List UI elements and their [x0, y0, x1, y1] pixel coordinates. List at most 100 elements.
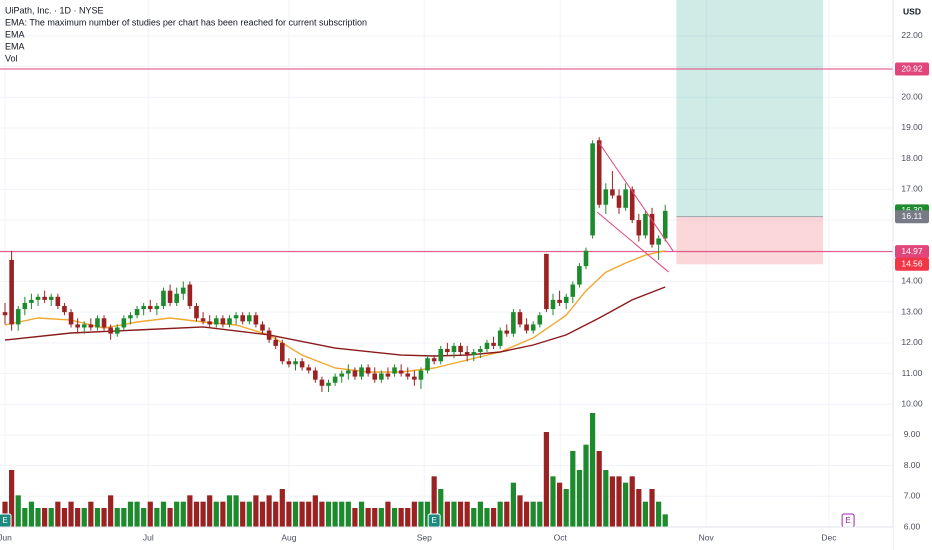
volume-bar — [180, 501, 186, 527]
volume-bar — [332, 501, 338, 527]
legend-entry: EMA — [5, 29, 25, 39]
price-tag — [895, 210, 929, 224]
candle-body — [471, 352, 477, 356]
volume-bar — [444, 501, 450, 527]
price-tag-label: 16.11 — [902, 211, 923, 221]
volume-bar — [246, 501, 252, 527]
candle-body — [451, 345, 457, 353]
chart-title: UiPath, Inc. · 1D · NYSE — [5, 5, 104, 15]
volume-bar — [339, 501, 345, 527]
volume-bar — [28, 501, 35, 527]
candle-body — [200, 318, 206, 322]
y-tick-label: 7.00 — [904, 491, 921, 501]
candle-body — [458, 345, 463, 353]
candle-body — [530, 324, 536, 331]
candle-body — [359, 367, 364, 377]
volume-bar — [484, 508, 490, 527]
volume-bar — [603, 470, 609, 527]
volume-bar — [649, 489, 655, 527]
legend-entry: EMA — [5, 41, 25, 51]
volume-bar — [226, 495, 233, 527]
candle-body — [649, 213, 655, 245]
candle-body — [537, 315, 543, 325]
volume-bar — [213, 501, 219, 527]
volume-bar — [358, 501, 365, 527]
candle-body — [491, 342, 496, 346]
volume-bar — [121, 508, 127, 527]
candle-body — [101, 318, 107, 328]
candle-body — [405, 373, 411, 377]
price-tag-label: 20.92 — [901, 63, 923, 73]
candle-body — [385, 373, 391, 377]
volume-bar — [418, 501, 424, 527]
y-tick-label: 18.00 — [901, 153, 923, 163]
candle-body — [273, 339, 279, 346]
volume-bar — [616, 476, 622, 527]
volume-bar — [319, 501, 325, 527]
notice: EMA: The maximum number of studies per c… — [5, 17, 367, 27]
candle-body — [313, 370, 318, 380]
candle-body — [280, 342, 285, 362]
volume-bar — [576, 470, 583, 527]
candle-body — [610, 189, 615, 196]
candle-body — [629, 189, 635, 221]
volume-bar — [114, 508, 120, 527]
volume-bar — [662, 514, 668, 527]
candle-body — [524, 324, 529, 331]
candle-body — [68, 312, 74, 325]
price-tag — [895, 257, 929, 271]
candle-body — [128, 315, 133, 319]
price-tag — [895, 245, 929, 259]
volume-bar — [193, 501, 200, 527]
price-tag-label: 16.30 — [901, 205, 923, 215]
volume-bar — [504, 501, 510, 527]
candle-body — [88, 324, 94, 328]
candle-body — [352, 370, 358, 377]
y-tick-label: 14.00 — [901, 276, 923, 286]
candle-body — [213, 318, 219, 325]
y-tick-label: 10.00 — [901, 398, 923, 408]
candle-body — [563, 296, 569, 303]
volume-bar — [55, 501, 61, 527]
x-tick-label: Jul — [143, 532, 154, 542]
volume-bar — [583, 444, 589, 527]
candle-body — [517, 312, 523, 325]
y-tick-label: 9.00 — [904, 429, 921, 439]
volume-bar — [273, 501, 279, 527]
volume-bar — [286, 501, 292, 527]
volume-bar — [160, 501, 167, 527]
candle-body — [550, 299, 556, 310]
stop-zone — [676, 216, 824, 265]
candle-body — [497, 330, 503, 346]
volume-bar — [550, 476, 556, 527]
candle-body — [207, 321, 212, 325]
volume-bar — [101, 508, 107, 527]
candle-body — [596, 140, 602, 205]
candle-body — [577, 266, 582, 285]
volume-bar — [642, 501, 649, 527]
candle-body — [55, 296, 61, 307]
candle-body — [438, 348, 444, 362]
candle-body — [346, 370, 351, 374]
volume-bar — [81, 508, 87, 527]
volume-bar — [187, 495, 193, 527]
volume-bar — [88, 501, 94, 527]
candle-body — [339, 373, 345, 377]
volume-bar — [141, 508, 147, 527]
volume-bar — [94, 508, 101, 527]
volume-bar — [411, 501, 417, 527]
volume-bar — [398, 508, 404, 527]
candle-body — [180, 287, 186, 294]
volume-bar — [385, 501, 391, 527]
y-tick-label: 12.00 — [901, 337, 923, 347]
candle-body — [246, 315, 252, 322]
volume-bar — [42, 508, 48, 527]
volume-bar — [510, 482, 516, 527]
candle-body — [48, 296, 54, 300]
volume-bar — [9, 470, 15, 527]
price-tag — [895, 62, 929, 76]
volume-bar — [154, 508, 160, 527]
candle-body — [42, 296, 47, 300]
volume-bar — [477, 501, 483, 527]
volume-bar — [424, 501, 431, 527]
